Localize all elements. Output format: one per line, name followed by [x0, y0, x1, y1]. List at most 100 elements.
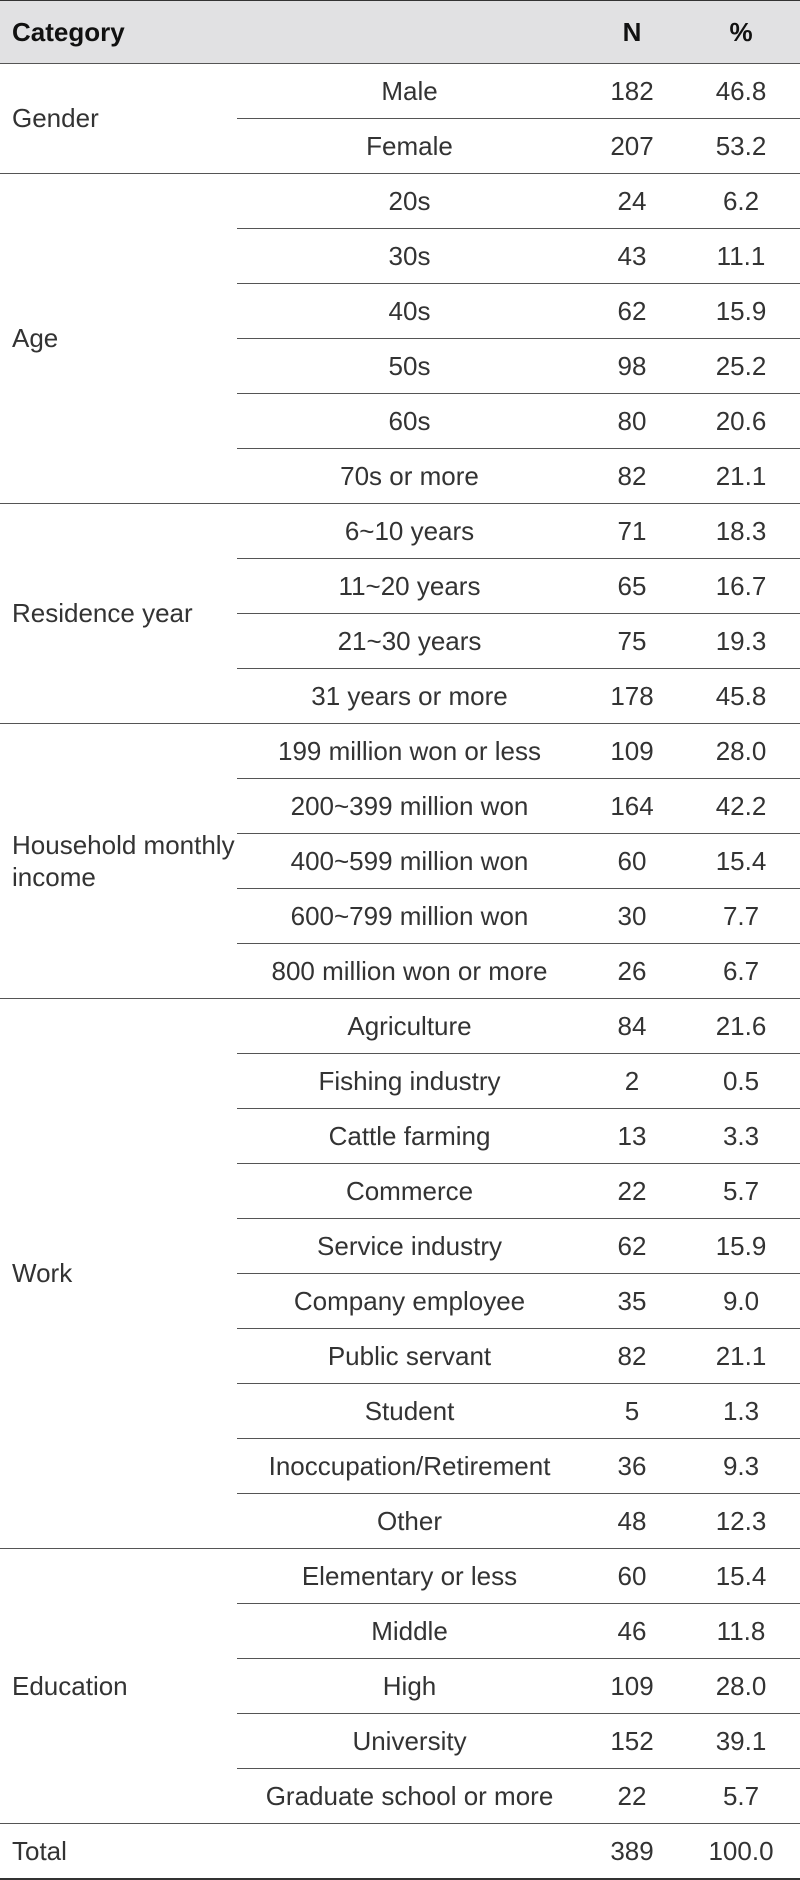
- row-count: 62: [582, 1218, 683, 1274]
- group-label: Age: [0, 173, 237, 504]
- table-body: Gender Male 182 46.8 Female 207 53.2 Age 20s 24 6.…: [0, 63, 800, 1880]
- row-label: 30s: [237, 228, 583, 284]
- table-row: High 109 28.0: [0, 1658, 800, 1714]
- row-label: 800 million won or more: [237, 943, 583, 999]
- table-row: 40s 62 15.9: [0, 283, 800, 339]
- row-percent: 9.3: [682, 1438, 800, 1494]
- row-count: 182: [582, 63, 683, 119]
- table-row: Age 20s 24 6.2: [0, 173, 800, 504]
- row-label: Inoccupation/Retirement: [237, 1438, 583, 1494]
- table-row: Other 48 12.3: [0, 1493, 800, 1549]
- row-label: Female: [237, 118, 583, 174]
- row-label: 40s: [237, 283, 583, 339]
- row-label: 21~30 years: [237, 613, 583, 669]
- row-percent: 3.3: [682, 1108, 800, 1164]
- row-count: 65: [582, 558, 683, 614]
- row-label: Agriculture: [237, 998, 583, 1054]
- row-percent: 19.3: [682, 613, 800, 669]
- table-row: 800 million won or more 26 6.7: [0, 943, 800, 999]
- row-percent: 11.8: [682, 1603, 800, 1659]
- row-count: 60: [582, 1548, 683, 1604]
- row-percent: 39.1: [682, 1713, 800, 1769]
- row-count: 152: [582, 1713, 683, 1769]
- row-label: Company employee: [237, 1273, 583, 1329]
- table-row: 11~20 years 65 16.7: [0, 558, 800, 614]
- group-label: Gender: [0, 63, 237, 174]
- row-percent: 20.6: [682, 393, 800, 449]
- row-label: 400~599 million won: [237, 833, 583, 889]
- row-percent: 15.9: [682, 1218, 800, 1274]
- row-count: 5: [582, 1383, 683, 1439]
- row-count: 71: [582, 503, 683, 559]
- row-percent: 6.2: [682, 173, 800, 229]
- row-percent: 28.0: [682, 723, 800, 779]
- total-label: Total: [0, 1823, 583, 1880]
- row-count: 48: [582, 1493, 683, 1549]
- row-label: Student: [237, 1383, 583, 1439]
- row-percent: 15.4: [682, 1548, 800, 1604]
- row-count: 60: [582, 833, 683, 889]
- row-count: 84: [582, 998, 683, 1054]
- row-label: Cattle farming: [237, 1108, 583, 1164]
- row-count: 109: [582, 723, 683, 779]
- row-label: 200~399 million won: [237, 778, 583, 834]
- table-row: Middle 46 11.8: [0, 1603, 800, 1659]
- row-percent: 5.7: [682, 1163, 800, 1219]
- row-count: 82: [582, 448, 683, 504]
- header-n: N: [582, 0, 683, 64]
- table-row: Household monthly income 199 million won …: [0, 723, 800, 999]
- table-row: 21~30 years 75 19.3: [0, 613, 800, 669]
- row-label: Graduate school or more: [237, 1768, 583, 1824]
- row-percent: 21.6: [682, 998, 800, 1054]
- row-count: 30: [582, 888, 683, 944]
- table-row: 200~399 million won 164 42.2: [0, 778, 800, 834]
- row-label: Other: [237, 1493, 583, 1549]
- row-count: 22: [582, 1163, 683, 1219]
- total-row: Total 389 100.0: [0, 1823, 800, 1880]
- group-label: Residence year: [0, 503, 237, 724]
- row-count: 22: [582, 1768, 683, 1824]
- row-percent: 0.5: [682, 1053, 800, 1109]
- group-label: Household monthly income: [0, 723, 237, 999]
- row-label: Public servant: [237, 1328, 583, 1384]
- row-count: 98: [582, 338, 683, 394]
- table-row: 70s or more 82 21.1: [0, 448, 800, 504]
- row-label: 70s or more: [237, 448, 583, 504]
- row-percent: 12.3: [682, 1493, 800, 1549]
- row-percent: 21.1: [682, 448, 800, 504]
- table-row: Work Agriculture 84 21.6: [0, 998, 800, 1549]
- table-row: 50s 98 25.2: [0, 338, 800, 394]
- group-label: Education: [0, 1548, 237, 1824]
- table-row: 600~799 million won 30 7.7: [0, 888, 800, 944]
- header-pct: %: [682, 0, 800, 64]
- row-percent: 45.8: [682, 668, 800, 724]
- row-label: 20s: [237, 173, 583, 229]
- table-row: Residence year 6~10 years 71 18.3: [0, 503, 800, 724]
- row-label: Male: [237, 63, 583, 119]
- row-label: Service industry: [237, 1218, 583, 1274]
- total-count: 389: [582, 1823, 683, 1880]
- row-count: 80: [582, 393, 683, 449]
- row-count: 2: [582, 1053, 683, 1109]
- header-category: Category: [0, 0, 583, 64]
- row-label: Elementary or less: [237, 1548, 583, 1604]
- row-percent: 5.7: [682, 1768, 800, 1824]
- row-percent: 15.9: [682, 283, 800, 339]
- row-percent: 16.7: [682, 558, 800, 614]
- table-row: Graduate school or more 22 5.7: [0, 1768, 800, 1824]
- group-label: Work: [0, 998, 237, 1549]
- row-count: 178: [582, 668, 683, 724]
- row-count: 26: [582, 943, 683, 999]
- row-percent: 53.2: [682, 118, 800, 174]
- row-percent: 7.7: [682, 888, 800, 944]
- row-count: 13: [582, 1108, 683, 1164]
- row-percent: 9.0: [682, 1273, 800, 1329]
- row-percent: 42.2: [682, 778, 800, 834]
- row-label: Commerce: [237, 1163, 583, 1219]
- row-count: 36: [582, 1438, 683, 1494]
- table-row: Education Elementary or less 60 15.4: [0, 1548, 800, 1824]
- row-count: 35: [582, 1273, 683, 1329]
- row-percent: 28.0: [682, 1658, 800, 1714]
- table-row: Fishing industry 2 0.5: [0, 1053, 800, 1109]
